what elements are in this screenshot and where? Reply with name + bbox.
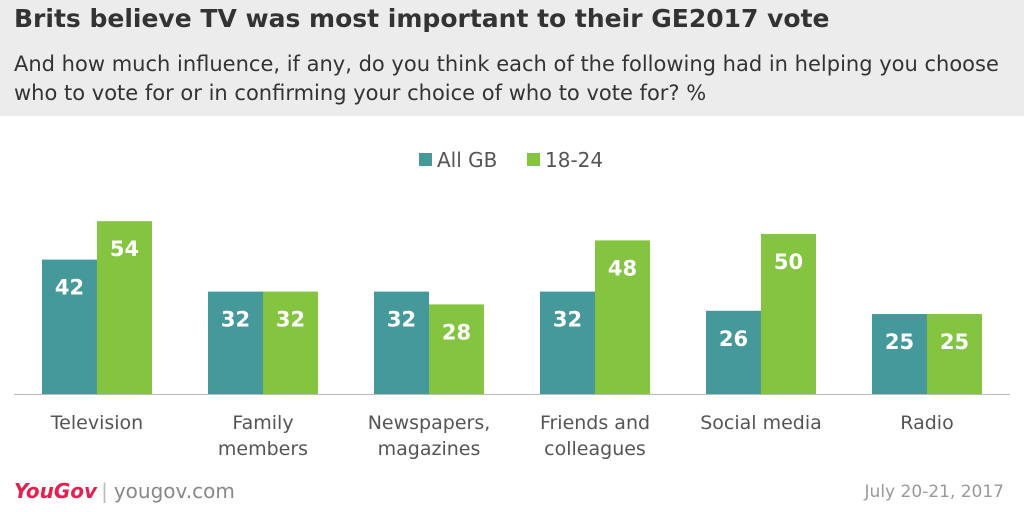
bar-0-1	[97, 221, 152, 394]
data-label-3-1: 48	[608, 256, 637, 280]
category-label-2-0: Newspapers,	[368, 412, 491, 434]
bar-0-0	[42, 259, 97, 394]
footer-site[interactable]: yougov.com	[113, 479, 235, 503]
category-label-1-0: Family	[232, 412, 293, 434]
legend-label-1: 18-24	[545, 148, 603, 172]
bar-5-0	[872, 314, 927, 394]
category-label-0-0: Television	[50, 412, 143, 434]
legend-label-0: All GB	[437, 148, 497, 172]
yougov-logo: YouGov	[14, 479, 98, 503]
bar-1-0	[208, 291, 263, 394]
bar-2-1	[429, 304, 484, 394]
data-label-4-1: 50	[774, 250, 803, 274]
category-label-1-1: members	[218, 438, 308, 460]
data-label-0-1: 54	[110, 237, 139, 261]
bar-5-1	[927, 314, 982, 394]
data-label-0-0: 42	[55, 276, 84, 300]
data-label-1-1: 32	[276, 308, 305, 332]
data-label-2-0: 32	[387, 308, 416, 332]
header-band: Brits believe TV was most important to t…	[0, 0, 1024, 116]
data-label-4-0: 26	[719, 327, 748, 351]
footer-date: July 20-21, 2017	[864, 482, 1004, 502]
category-label-2-1: magazines	[378, 438, 481, 460]
chart-title: Brits believe TV was most important to t…	[14, 4, 830, 33]
footer-brand: YouGov | yougov.com	[14, 479, 235, 503]
data-label-5-1: 25	[940, 330, 969, 354]
category-label-3-0: Friends and	[540, 412, 650, 434]
data-label-3-0: 32	[553, 308, 582, 332]
data-label-1-0: 32	[221, 308, 250, 332]
bar-4-1	[761, 234, 816, 394]
legend-swatch-1	[527, 153, 540, 166]
bar-2-0	[374, 291, 429, 394]
bar-3-0	[540, 291, 595, 394]
category-label-5-0: Radio	[900, 412, 953, 434]
category-label-4-0: Social media	[700, 412, 822, 434]
chart-subtitle: And how much influence, if any, do you t…	[14, 52, 999, 105]
category-label-3-1: colleagues	[544, 438, 646, 460]
bar-1-1	[263, 291, 318, 394]
data-label-5-0: 25	[885, 330, 914, 354]
bar-4-0	[706, 310, 761, 394]
legend-swatch-0	[419, 153, 432, 166]
bar-chart: All GB 18-24 42 54 Television 32 32 Family membe…	[14, 148, 1010, 460]
footer-separator: |	[101, 479, 108, 503]
bar-3-1	[595, 240, 650, 394]
data-label-2-1: 28	[442, 320, 471, 344]
